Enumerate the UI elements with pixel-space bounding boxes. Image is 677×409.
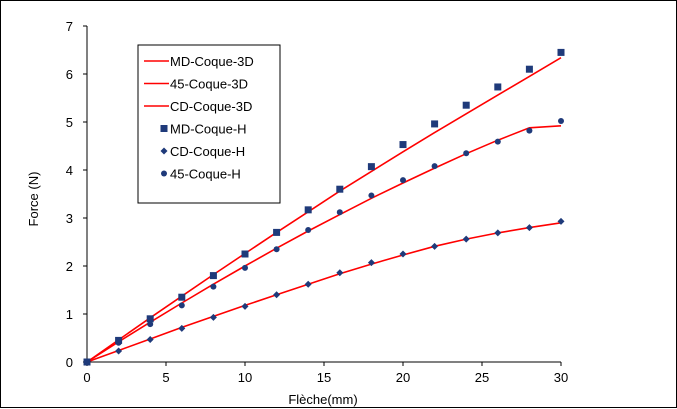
x-tick-label: 0 bbox=[83, 370, 90, 385]
data-point-45-coque-h bbox=[558, 118, 564, 125]
data-point-45-coque-h bbox=[273, 246, 280, 253]
legend-swatch-cd-coque-h bbox=[160, 147, 168, 155]
data-point-45-coque-h bbox=[463, 150, 470, 157]
data-point-cd-coque-h bbox=[431, 242, 439, 250]
x-tick-label: 20 bbox=[396, 370, 410, 385]
series-line-md-coque-3d bbox=[86, 57, 562, 363]
data-point-md-coque-h bbox=[431, 120, 439, 128]
y-tick-label: 7 bbox=[66, 19, 73, 34]
data-point-md-coque-h bbox=[399, 141, 407, 149]
plot-area bbox=[83, 48, 565, 366]
data-point-md-coque-h bbox=[178, 293, 186, 301]
data-point-45-coque-h bbox=[494, 138, 501, 145]
y-tick-label: 1 bbox=[66, 307, 73, 322]
data-point-45-coque-h bbox=[526, 127, 533, 134]
legend-label-cd-coque-h: CD-Coque-H bbox=[170, 144, 245, 159]
data-point-cd-coque-h bbox=[115, 347, 123, 355]
data-point-md-coque-h bbox=[336, 185, 344, 193]
data-point-md-coque-h bbox=[304, 206, 312, 214]
series-line-cd-coque-3d bbox=[86, 222, 562, 363]
x-tick-label: 15 bbox=[317, 370, 331, 385]
data-point-45-coque-h bbox=[115, 339, 122, 346]
data-point-md-coque-h bbox=[494, 83, 502, 91]
x-tick-label: 25 bbox=[475, 370, 489, 385]
data-point-45-coque-h bbox=[431, 163, 438, 170]
legend-swatch-45-coque-h bbox=[161, 170, 167, 177]
legend-label-cd-coque-3d: CD-Coque-3D bbox=[170, 99, 252, 114]
data-point-45-coque-h bbox=[178, 302, 185, 309]
data-point-45-coque-h bbox=[84, 359, 90, 365]
data-point-cd-coque-h bbox=[494, 229, 502, 237]
data-point-45-coque-h bbox=[242, 264, 248, 271]
data-point-45-coque-h bbox=[147, 321, 154, 328]
x-tick-label: 5 bbox=[162, 370, 169, 385]
data-point-md-coque-h bbox=[367, 163, 375, 171]
data-point-md-coque-h bbox=[146, 315, 154, 323]
legend-label-md-coque-3d: MD-Coque-3D bbox=[170, 54, 254, 69]
data-point-cd-coque-h bbox=[304, 280, 312, 288]
data-point-cd-coque-h bbox=[178, 324, 186, 332]
data-point-45-coque-h bbox=[368, 192, 375, 199]
data-point-md-coque-h bbox=[557, 48, 565, 56]
data-point-45-coque-h bbox=[210, 283, 217, 290]
y-tick-label: 0 bbox=[66, 355, 73, 370]
data-point-md-coque-h bbox=[462, 101, 470, 109]
legend: MD-Coque-3D 45-Coque-3D CD-Coque-3D MD-Coqu… bbox=[137, 44, 281, 204]
data-point-cd-coque-h bbox=[367, 259, 375, 267]
y-tick-label: 6 bbox=[66, 67, 73, 82]
x-tick-label: 30 bbox=[554, 370, 568, 385]
axes: 0 1 2 3 4 5 6 7 0 5 10 15 20 25 30 bbox=[66, 19, 568, 385]
data-point-cd-coque-h bbox=[462, 235, 470, 243]
legend-label-md-coque-h: MD-Coque-H bbox=[170, 122, 247, 137]
data-point-cd-coque-h bbox=[146, 335, 154, 343]
data-point-45-coque-h bbox=[400, 177, 406, 184]
x-tick-label: 10 bbox=[238, 370, 252, 385]
legend-swatch-md-coque-h bbox=[160, 125, 168, 132]
data-point-cd-coque-h bbox=[336, 269, 344, 277]
y-tick-label: 4 bbox=[66, 163, 73, 178]
data-point-cd-coque-h bbox=[399, 250, 407, 258]
data-point-45-coque-h bbox=[336, 209, 343, 216]
data-point-md-coque-h bbox=[241, 250, 249, 258]
data-point-cd-coque-h bbox=[525, 224, 533, 232]
data-point-cd-coque-h bbox=[209, 313, 217, 321]
y-axis-label: Force (N) bbox=[26, 172, 41, 227]
y-tick-label: 3 bbox=[66, 211, 73, 226]
legend-box bbox=[137, 44, 281, 204]
data-point-45-coque-h bbox=[305, 227, 312, 233]
data-point-cd-coque-h bbox=[241, 302, 249, 310]
series-line-45-coque-3d bbox=[86, 125, 562, 363]
legend-label-45-coque-h: 45-Coque-H bbox=[170, 167, 241, 182]
data-point-cd-coque-h bbox=[557, 217, 565, 225]
legend-label-45-coque-3d: 45-Coque-3D bbox=[170, 77, 248, 92]
data-point-md-coque-h bbox=[525, 65, 533, 73]
y-tick-label: 2 bbox=[66, 259, 73, 274]
y-tick-label: 5 bbox=[66, 115, 73, 130]
data-point-md-coque-h bbox=[209, 272, 217, 280]
data-point-cd-coque-h bbox=[273, 291, 281, 299]
data-point-md-coque-h bbox=[273, 228, 281, 236]
x-axis-label: Flèche(mm) bbox=[288, 392, 357, 407]
